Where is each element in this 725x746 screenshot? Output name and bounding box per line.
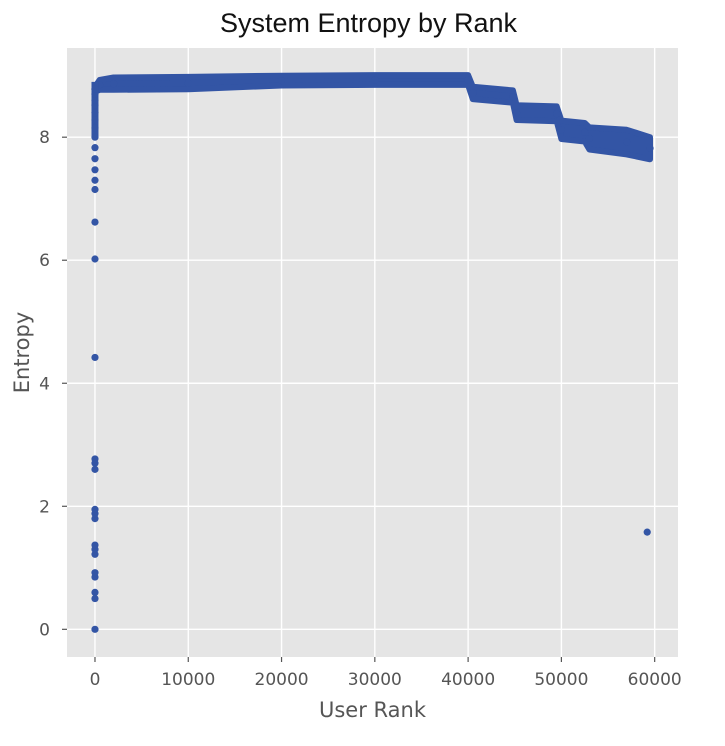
plot-background [67, 48, 678, 657]
trend-point [509, 92, 517, 101]
trend-point [623, 138, 631, 146]
scatter-point [91, 144, 99, 152]
scatter-point [643, 528, 651, 536]
scatter-point [91, 594, 99, 603]
scatter-point [91, 255, 99, 263]
y-axis-label: Entropy [10, 312, 34, 394]
trend-point [646, 144, 654, 152]
x-tick-label: 0 [90, 670, 101, 690]
trend-point [585, 134, 593, 143]
trend-point [110, 80, 118, 88]
scatter-point [91, 569, 99, 577]
trend-point [553, 110, 561, 118]
scatter-point [91, 218, 99, 226]
scatter-point [91, 85, 99, 93]
y-axis-ticks: 0 2 4 6 8 [39, 128, 67, 640]
trend-point [184, 79, 192, 87]
trend-point [371, 76, 379, 84]
scatter-point [91, 541, 99, 549]
scatter-point [91, 176, 99, 184]
x-axis-label: User Rank [319, 698, 427, 722]
trend-point [469, 89, 477, 97]
trend-point [464, 76, 472, 84]
scatter-point [91, 108, 99, 117]
trend-point [277, 77, 286, 85]
y-tick-label: 6 [39, 251, 50, 271]
y-tick-label: 8 [39, 128, 50, 148]
scatter-point [91, 133, 99, 141]
scatter-point [91, 588, 99, 597]
scatter-point [91, 505, 99, 513]
scatter-point [91, 550, 99, 558]
chart-title: System Entropy by Rank [219, 8, 518, 38]
trend-point [513, 108, 521, 117]
x-tick-label: 20000 [255, 670, 309, 690]
scatter-point [91, 155, 99, 163]
trend-point [581, 128, 589, 136]
scatter-point [91, 101, 99, 109]
grid-lines [67, 48, 678, 657]
scatter-point [91, 124, 99, 132]
scatter-point [91, 455, 99, 463]
y-tick-label: 0 [39, 620, 50, 640]
x-tick-label: 60000 [628, 670, 682, 690]
trend-point [557, 126, 565, 134]
x-tick-label: 10000 [161, 670, 215, 690]
scatter-point [91, 514, 99, 523]
scatter-point [91, 90, 99, 98]
x-axis-ticks: 0 10000 20000 30000 40000 50000 60000 [90, 657, 682, 690]
y-tick-label: 2 [39, 497, 50, 517]
scatter-point [91, 625, 99, 633]
x-tick-label: 50000 [534, 670, 588, 690]
scatter-point [91, 353, 99, 362]
x-tick-label: 40000 [441, 670, 495, 690]
outlier-points [91, 85, 651, 633]
x-tick-label: 30000 [348, 670, 402, 690]
scatter-point [91, 166, 99, 174]
scatter-point [91, 465, 99, 473]
y-tick-label: 4 [39, 374, 50, 394]
scatter-point [91, 116, 99, 124]
scatter-point [91, 185, 99, 194]
scatter-point [91, 96, 99, 104]
